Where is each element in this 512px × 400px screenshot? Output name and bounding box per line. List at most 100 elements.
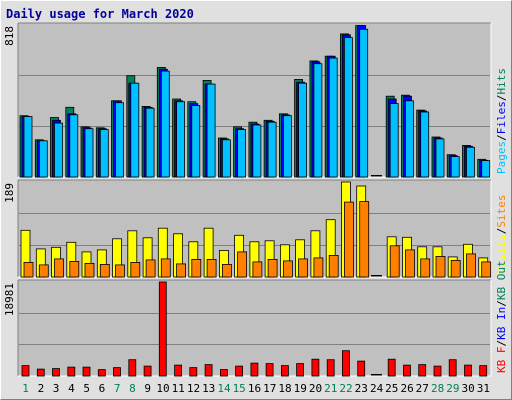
bar-kb-f [128,359,137,377]
x-tick-label: 27 [416,382,429,395]
bar-pages [282,115,292,178]
x-tick-label: 19 [294,382,307,395]
bar-kb-f [143,365,152,377]
bar-pages [420,111,430,178]
x-tick-label: 25 [385,382,398,395]
legend-entry: Files [495,101,508,134]
bar-zero [370,175,382,177]
bar-sites [23,261,34,278]
bar-sites [38,264,49,278]
bar-sites [450,259,461,278]
y-max-label: 18981 [3,283,16,316]
x-tick-label: 17 [263,382,276,395]
x-tick-label: 22 [339,382,352,395]
bar-pages [359,28,369,178]
bar-pages [54,122,63,178]
bar-pages [252,124,262,178]
bar-pages [481,160,491,178]
bar-sites [237,251,248,278]
x-tick-label: 16 [248,382,261,395]
bar-pages [389,103,399,178]
bar-pages [237,129,247,178]
bar-pages [221,139,231,178]
bar-kb-f [250,362,259,377]
bar-sites [420,258,431,278]
bar-pages [115,102,124,178]
legend-separator: / [495,228,508,235]
bar-sites [328,254,339,278]
bar-sites [298,258,309,278]
bar-kb-f [311,358,320,377]
bar-kb-f [52,368,60,377]
bar-sites [99,263,110,278]
bar-pages [450,156,460,178]
x-tick-label: 18 [278,382,291,395]
bar-sites [282,260,293,278]
x-tick-label: 13 [202,382,215,395]
bar-kb-f [265,363,274,377]
bar-pages [84,128,94,178]
x-tick-label: 29 [446,382,459,395]
bar-kb-f [479,365,488,377]
bar-kb-f [82,366,91,377]
bar-kb-f [189,367,198,377]
bar-sites [115,264,125,278]
bar-pages [267,121,277,178]
x-tick-label: 12 [187,382,200,395]
bar-sites [160,258,171,278]
bar-sites [69,260,80,278]
x-tick-label: 26 [400,382,413,395]
bar-pages [38,140,48,178]
chart-title: Daily usage for March 2020 [6,7,194,21]
x-tick-label: 10 [156,382,169,395]
bar-pages [160,70,170,178]
bar-pages [298,82,308,178]
x-tick-label: 9 [144,382,151,395]
bar-pages [313,63,323,178]
legend-2: Visits/Sites [495,195,508,275]
x-tick-label: 21 [324,382,337,395]
x-tick-label: 11 [172,382,185,395]
bar-kb-f [67,366,76,377]
bar-kb-f [296,363,305,377]
x-tick-label: 1 [22,382,29,395]
legend-entry: Visits [495,234,508,274]
legend-entry: KB Out [495,260,508,300]
bar-pages [343,37,353,178]
x-tick-label: 8 [129,382,136,395]
bar-kb-f [280,365,289,377]
x-tick-label: 24 [370,382,384,395]
legend-separator: / [495,340,508,347]
bar-sites [191,258,202,278]
bar-kb-f [433,365,442,377]
bar-zero [370,374,382,376]
bar-pages [191,105,201,178]
bar-pages [23,116,33,178]
bar-pages [176,101,186,178]
bar-kb-f [21,365,30,377]
bar-pages [69,114,79,178]
bar-kb-f [158,281,167,377]
x-tick-label: 31 [477,382,490,395]
bar-kb-f [235,365,244,377]
bar-kb-f [97,369,106,377]
legend-entry: Sites [495,195,508,228]
bar-sites [206,258,217,278]
legend-entry: KB F [495,347,508,374]
bar-sites [84,262,95,278]
bar-pages [206,83,216,178]
bar-kb-f [174,364,183,377]
bar-kb-f [403,364,411,377]
bar-sites [405,249,415,278]
bar-sites [221,263,232,278]
x-tick-label: 28 [431,382,444,395]
bar-sites [359,201,370,278]
legend-entry: Hits [495,68,508,95]
bar-pages [435,138,445,178]
bar-sites [130,261,141,278]
bar-sites [466,253,476,278]
y-max-label: 818 [3,26,16,46]
x-tick-label: 4 [68,382,75,395]
bar-pages [99,129,109,178]
